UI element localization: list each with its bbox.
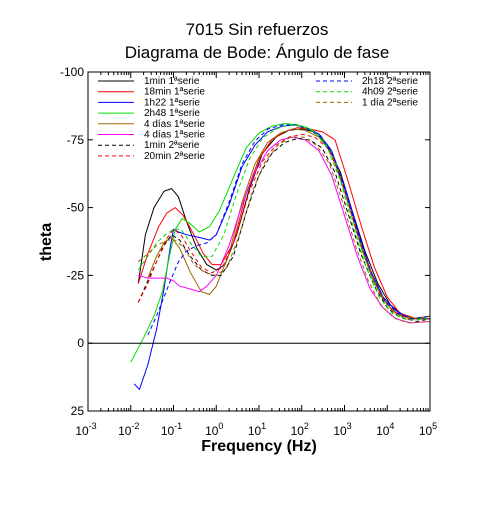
x-tick-label: 10-3 [75, 421, 96, 438]
x-tick-label: 103 [333, 421, 351, 438]
x-axis-label: Frequency (Hz) [201, 438, 317, 455]
legend-label-right-2: 4h09 2ªserie [362, 87, 418, 98]
y-tick-label: -100 [60, 65, 84, 79]
legend-label-left-4: 2h48 1ªserie [144, 108, 200, 119]
legend-label-left-6: 4 días 1ªserie [144, 130, 205, 141]
plot-frame [87, 71, 431, 412]
x-tick-label: 102 [291, 421, 309, 438]
series-line-3 [133, 124, 430, 391]
y-tick-label: -25 [67, 268, 85, 282]
chart-subtitle: Diagrama de Bode: Ángulo de fase [125, 43, 390, 62]
y-tick-label: -75 [67, 133, 85, 147]
legend-label-left-8: 20min 2ªserie [144, 151, 205, 162]
legend-label-left-5: 4 días 1ªserie [144, 119, 205, 130]
legend-label-left-3: 1h22 1ªserie [144, 97, 200, 108]
chart-title: 7015 Sin refuerzos [186, 20, 329, 39]
series-line-11 [137, 136, 431, 324]
legend-label-right-1: 2h18 2ªserie [362, 76, 418, 87]
legend-label-right-3: 1 día 2ªserie [362, 97, 418, 108]
x-tick-label: 104 [376, 421, 394, 438]
series-line-6 [138, 136, 431, 324]
legend-label-left-1: 1min 1ªserie [144, 76, 200, 87]
series-line-5 [147, 128, 431, 320]
series-line-9 [147, 124, 431, 336]
series-line-2 [137, 127, 430, 320]
x-tick-label: 100 [205, 421, 223, 438]
y-tick-label: 25 [71, 404, 85, 418]
y-axis-label: theta [38, 223, 55, 261]
series-line-8 [137, 133, 430, 320]
legend-label-left-7: 1min 2ªserie [144, 140, 200, 151]
x-tick-label: 10-1 [161, 421, 182, 438]
series-line-7 [137, 137, 431, 323]
plot-series [130, 122, 431, 391]
x-tick-label: 10-2 [118, 421, 139, 438]
legend-label-left-2: 18min 1ªserie [144, 87, 205, 98]
x-tick-label: 101 [248, 421, 266, 438]
y-tick-label: 0 [77, 336, 84, 350]
x-tick-label: 105 [419, 421, 437, 438]
y-tick-label: -50 [67, 201, 85, 215]
axes: -100 -75 -50 -25 0 25 10-3 10-2 10-1 100 101 102 103… [60, 65, 437, 438]
